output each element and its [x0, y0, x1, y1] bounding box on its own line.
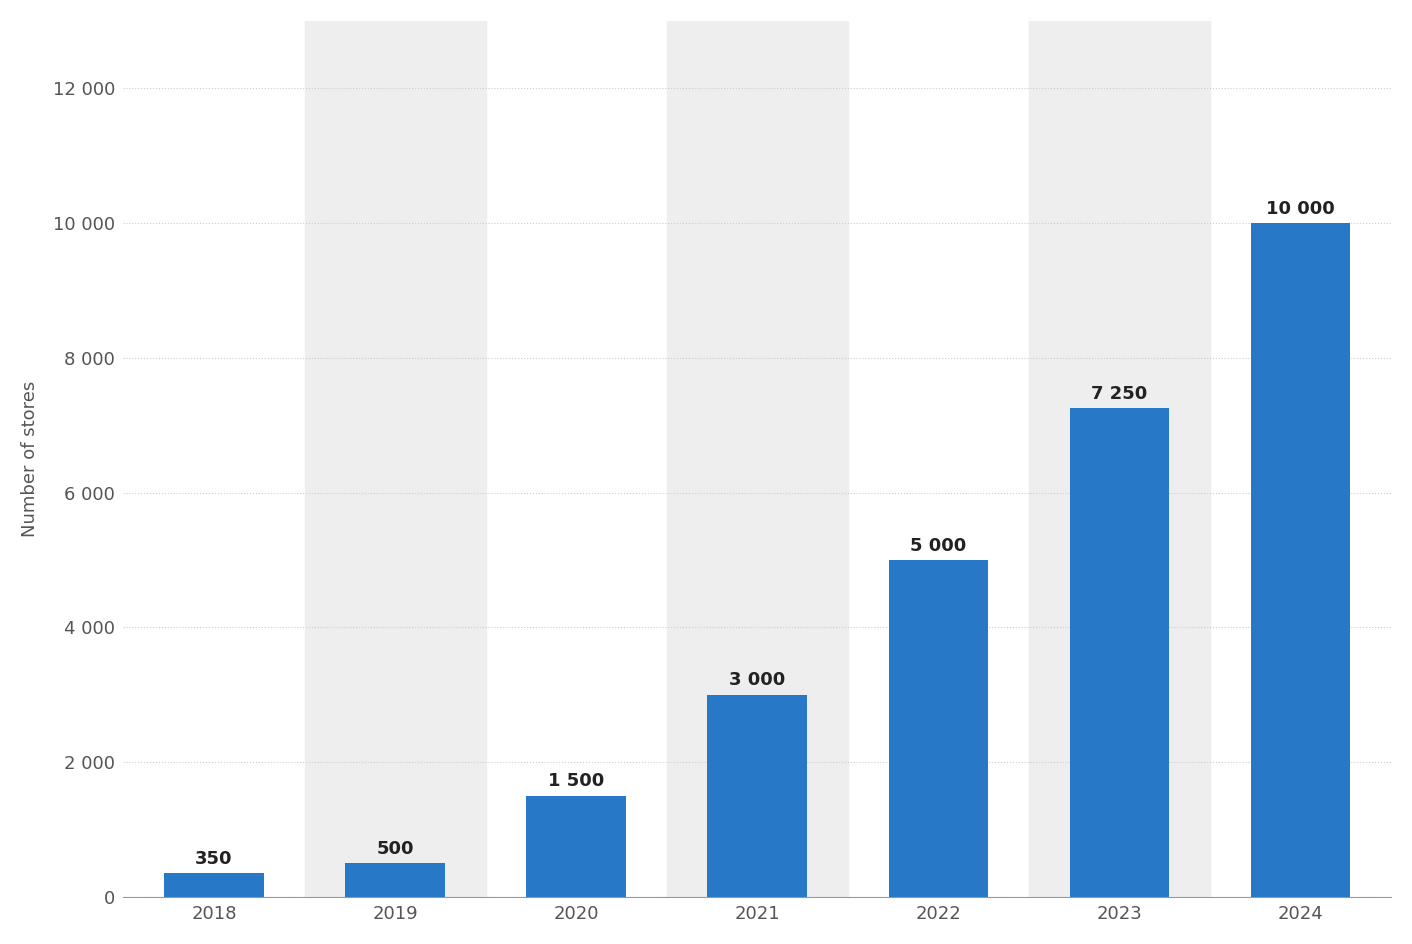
Text: 7 250: 7 250 — [1091, 385, 1148, 403]
Bar — [1029, 21, 1210, 897]
Text: 350: 350 — [195, 850, 233, 868]
Bar — [527, 796, 626, 897]
Bar — [707, 695, 808, 897]
Text: 1 500: 1 500 — [548, 772, 604, 790]
Bar — [666, 21, 847, 897]
Text: 5 000: 5 000 — [911, 536, 967, 554]
Text: 3 000: 3 000 — [729, 671, 785, 689]
Bar — [305, 21, 486, 897]
Bar — [1070, 409, 1169, 897]
Text: 500: 500 — [377, 840, 414, 858]
Bar — [346, 863, 445, 897]
Bar — [164, 873, 264, 897]
Bar — [888, 560, 988, 897]
Y-axis label: Number of stores: Number of stores — [21, 380, 40, 537]
Text: 10 000: 10 000 — [1267, 199, 1334, 218]
Bar — [1251, 223, 1350, 897]
